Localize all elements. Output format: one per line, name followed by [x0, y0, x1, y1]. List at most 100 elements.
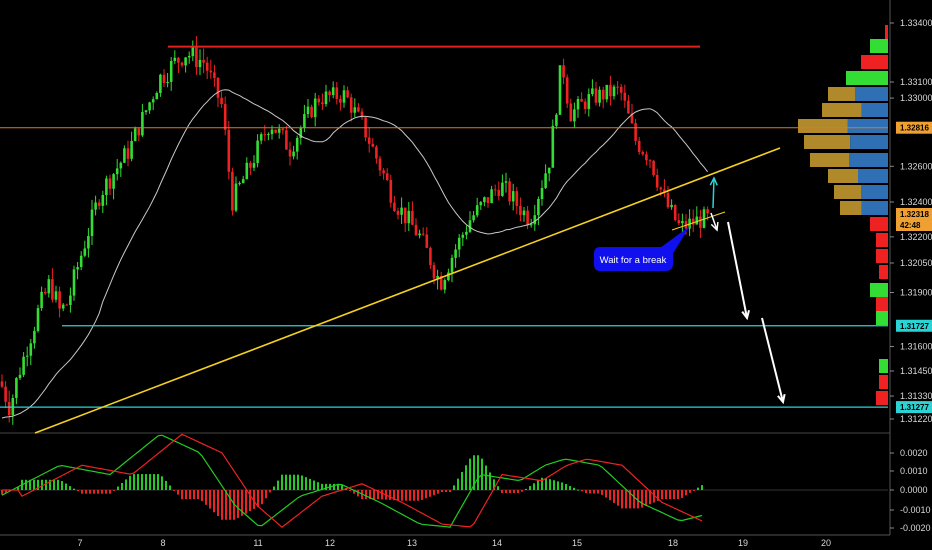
- macd-histogram-bar: [673, 490, 675, 500]
- candle-body: [292, 151, 295, 157]
- macd-histogram-bar: [457, 478, 459, 490]
- candle-body: [241, 179, 245, 184]
- candle-body: [519, 205, 522, 216]
- macd-histogram-bar: [189, 490, 191, 500]
- macd-histogram-bar: [565, 484, 567, 490]
- candle-body: [436, 275, 439, 279]
- candle-body: [274, 129, 277, 133]
- macd-histogram-bar: [505, 490, 507, 494]
- candle-body: [94, 202, 97, 210]
- volume-profile-bar: [876, 391, 888, 405]
- candle-body: [346, 90, 349, 98]
- candle-body: [69, 295, 72, 305]
- macd-histogram-bar: [285, 474, 287, 490]
- macd-histogram-bar: [665, 490, 667, 500]
- candle-body: [90, 209, 94, 236]
- candle-body: [411, 210, 414, 225]
- macd-histogram-bar: [441, 490, 443, 493]
- trendline: [34, 147, 781, 434]
- candle-body: [51, 279, 54, 300]
- macd-histogram-bar: [501, 490, 503, 494]
- candle-body: [371, 143, 375, 147]
- macd-histogram-bar: [609, 490, 611, 501]
- macd-histogram-bar: [653, 490, 655, 503]
- candle-body: [555, 114, 558, 126]
- macd-histogram-bar: [321, 483, 323, 490]
- candle-body: [465, 231, 468, 235]
- price-tag-label: 1.32318: [900, 210, 929, 219]
- macd-histogram-bar: [521, 490, 523, 492]
- volume-profile-bar: [855, 87, 888, 101]
- candle-body: [429, 247, 432, 266]
- macd-histogram-bar: [45, 479, 47, 490]
- macd-histogram-bar: [205, 490, 207, 505]
- macd-histogram-bar: [265, 490, 267, 499]
- candle-body: [587, 94, 591, 110]
- macd-histogram-bar: [517, 490, 519, 494]
- candle-body: [40, 291, 43, 309]
- macd-histogram-bar: [197, 490, 199, 500]
- macd-histogram-bar: [409, 490, 411, 501]
- callout-box: [594, 247, 673, 271]
- macd-histogram-bar: [681, 490, 683, 498]
- macd-histogram-bar: [513, 490, 515, 494]
- price-tag-label: 42:48: [900, 221, 921, 230]
- macd-histogram-bar: [165, 480, 167, 490]
- candle-body: [220, 97, 223, 105]
- macd-histogram-bar: [613, 490, 615, 503]
- candle-body: [321, 102, 324, 105]
- candle-body: [627, 100, 630, 114]
- candle-body: [414, 224, 418, 236]
- price-tag-bg: [896, 401, 932, 414]
- macd-histogram-bar: [221, 490, 223, 520]
- macd-histogram-bar: [37, 479, 39, 490]
- macd-histogram-bar: [429, 490, 431, 497]
- candle-body: [79, 255, 83, 268]
- macd-histogram-bar: [81, 490, 83, 494]
- macd-histogram-bar: [413, 490, 415, 501]
- candle-body: [457, 237, 461, 250]
- candle-body: [375, 146, 378, 159]
- macd-histogram-bar: [645, 490, 647, 506]
- arrow-down-2-shaft: [761, 317, 784, 403]
- candle-body: [173, 57, 177, 61]
- macd-histogram-bar: [693, 490, 695, 491]
- candle-body: [105, 178, 108, 196]
- macd-histogram-bar: [213, 490, 215, 513]
- candle-body: [76, 267, 79, 270]
- candle-body: [306, 106, 310, 115]
- candle-body: [7, 401, 11, 416]
- candle-body: [389, 179, 393, 203]
- macd-line: [1, 434, 703, 528]
- candle-body: [601, 89, 605, 100]
- macd-histogram-bar: [445, 490, 447, 493]
- macd-histogram-bar: [269, 490, 271, 493]
- candle-body: [0, 381, 4, 387]
- candle-body: [706, 209, 709, 214]
- candle-body: [493, 189, 497, 191]
- candle-body: [645, 154, 648, 161]
- macd-histogram-bar: [273, 486, 275, 490]
- macd-histogram-bar: [89, 490, 91, 494]
- macd-histogram-bar: [49, 479, 51, 490]
- candle-body: [522, 210, 526, 216]
- macd-histogram-bar: [341, 485, 343, 490]
- candle-body: [231, 171, 234, 211]
- macd-histogram-bar: [637, 490, 639, 509]
- channel-line: [671, 211, 726, 231]
- candle-body: [454, 249, 457, 258]
- candle-body: [148, 102, 151, 111]
- price-tag-bg: [896, 121, 932, 134]
- candle-body: [504, 181, 508, 183]
- candle-body: [339, 99, 342, 103]
- candle-body: [569, 103, 573, 122]
- candle-body: [609, 84, 612, 97]
- candle-body: [400, 207, 403, 215]
- candle-body: [342, 90, 346, 103]
- macd-histogram-bar: [381, 490, 383, 500]
- candle-body: [432, 265, 436, 279]
- volume-profile-bar: [840, 201, 862, 215]
- candle-body: [202, 59, 205, 63]
- macd-histogram-bar: [105, 490, 107, 494]
- macd-histogram-bar: [417, 490, 419, 501]
